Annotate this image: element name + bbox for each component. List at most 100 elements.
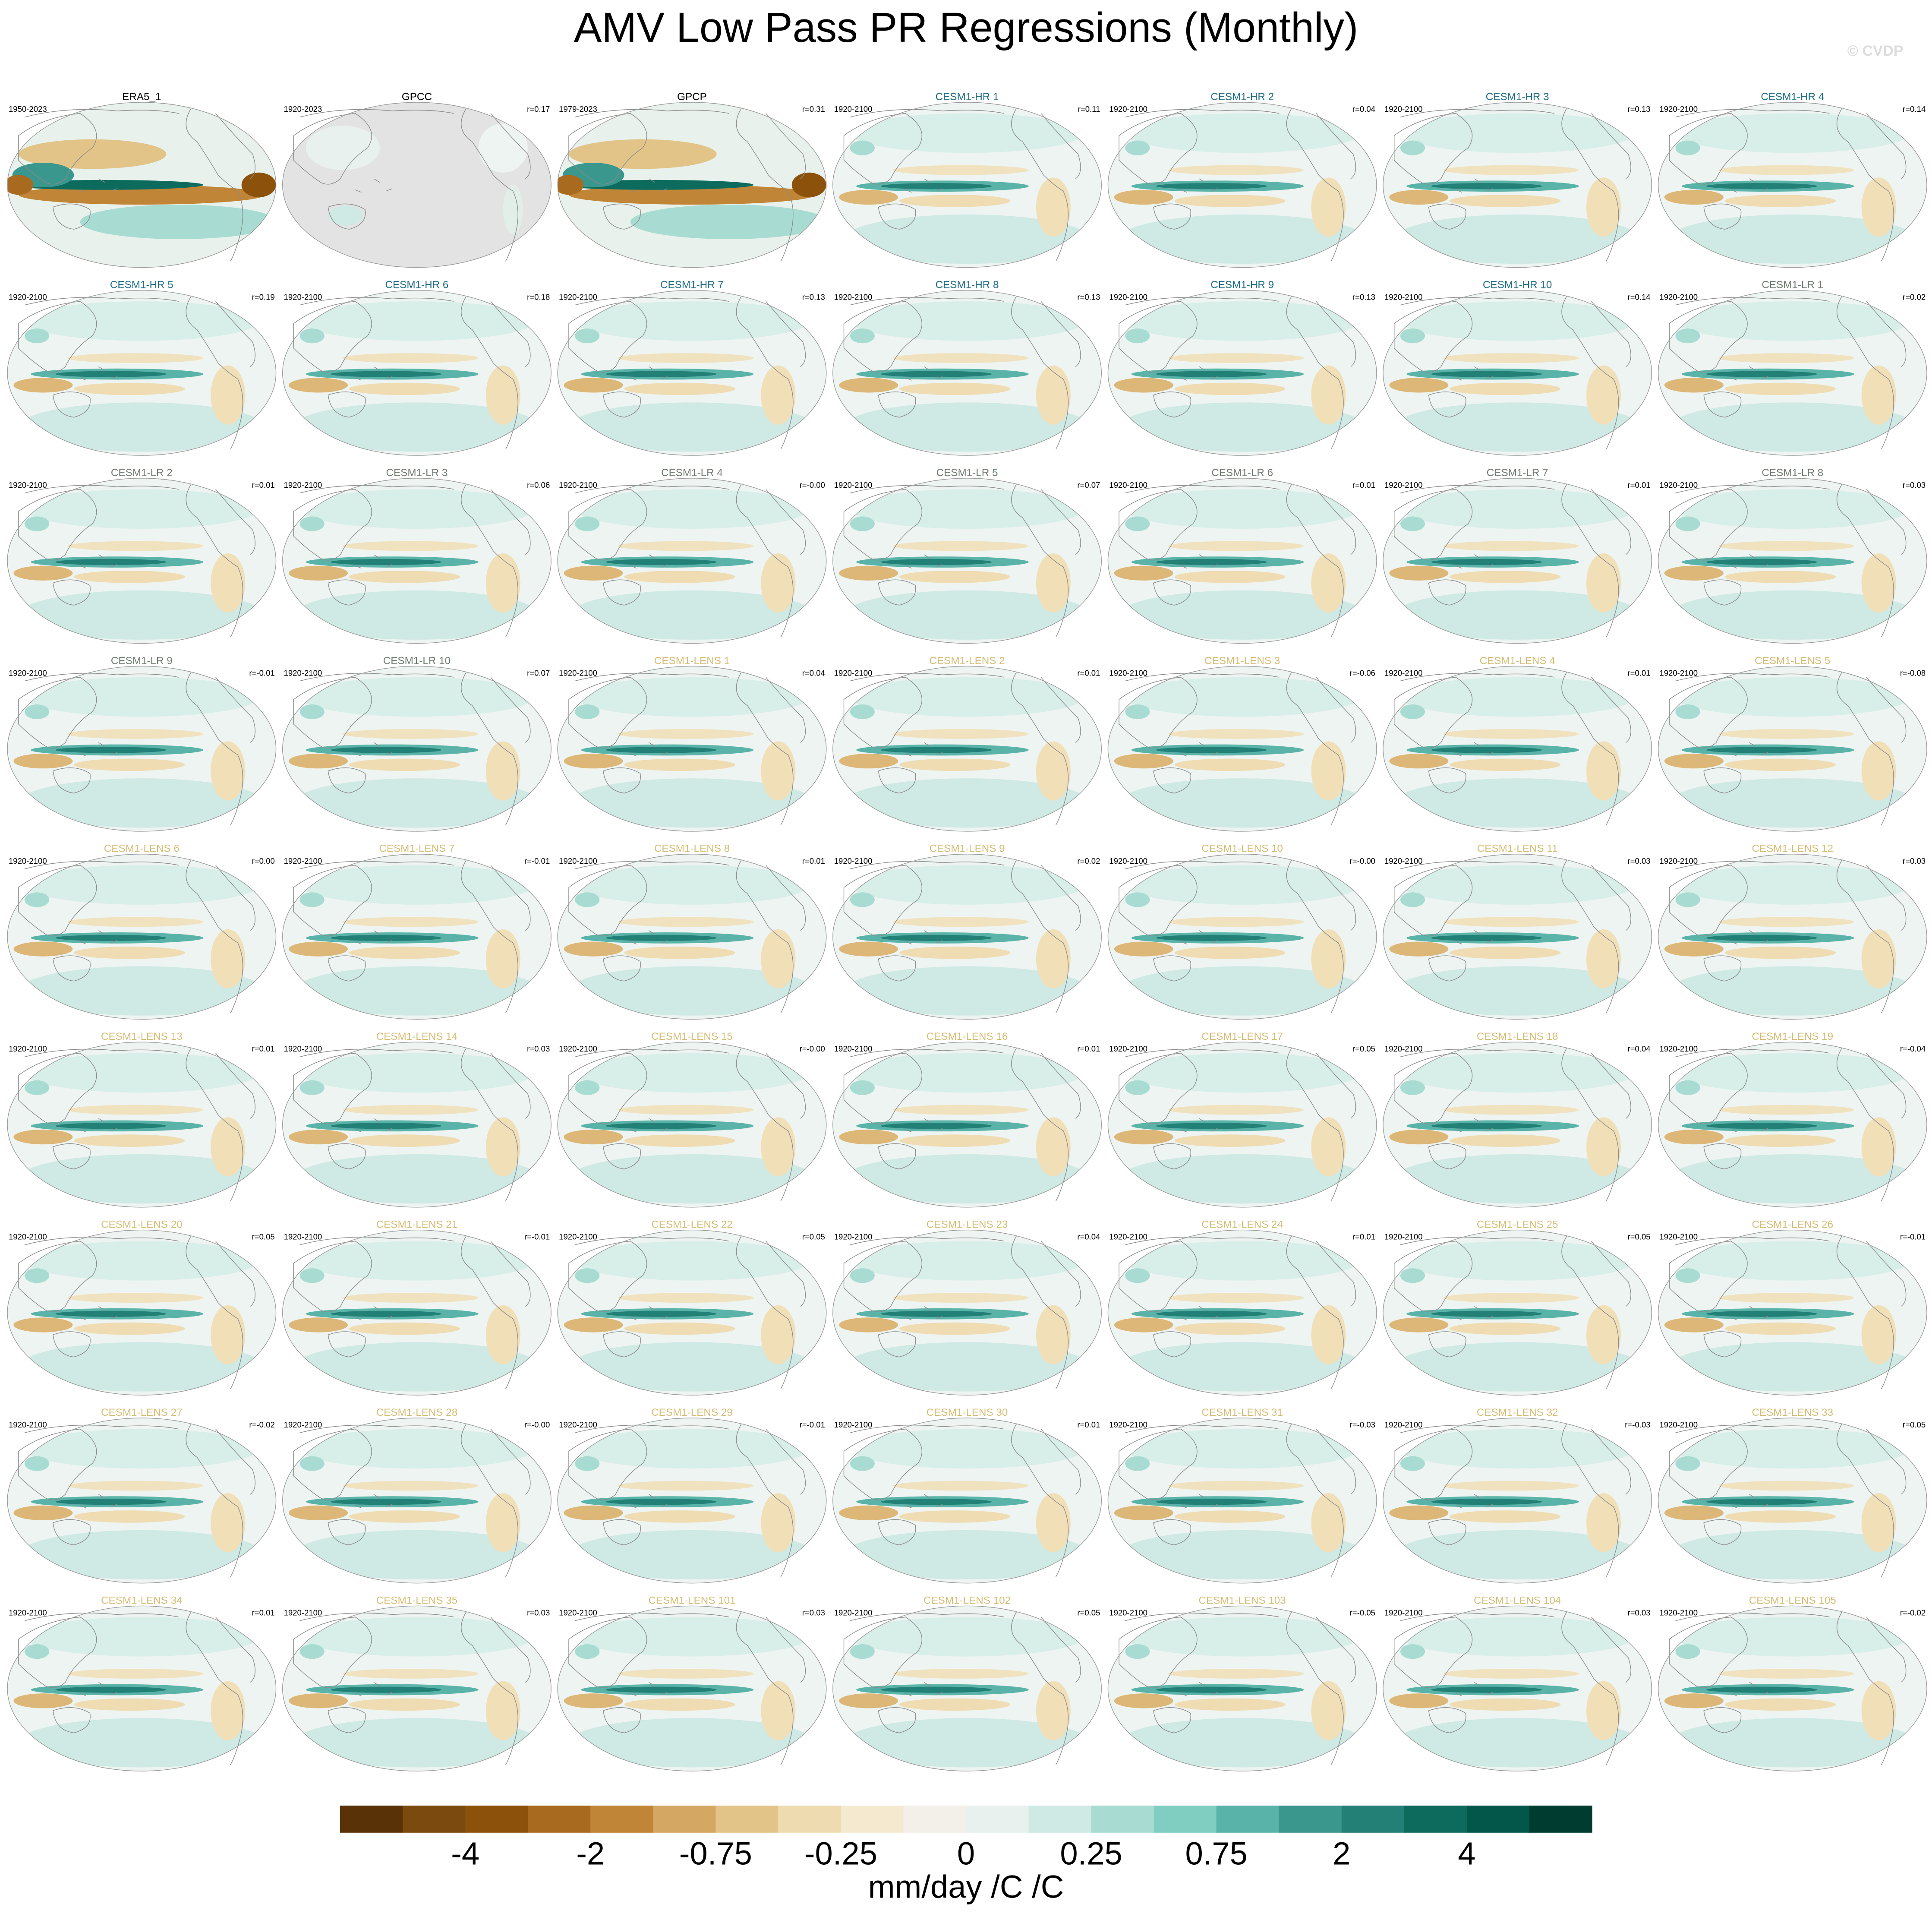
panel-title: CESM1-HR 6 — [385, 279, 448, 291]
map — [1658, 666, 1927, 831]
map — [1108, 1230, 1376, 1396]
map-panel: 1920-2100 CESM1-LENS 101 r=0.03 — [558, 1595, 826, 1771]
panel-r: r=0.06 — [527, 480, 550, 489]
panel-r: r=-0.00 — [800, 1044, 825, 1053]
panel-title: GPCC — [402, 91, 432, 103]
map — [7, 1606, 276, 1771]
panel-period: 1920-2100 — [559, 293, 597, 302]
panel-period: 1920-2100 — [1384, 1420, 1423, 1429]
colorbar-box — [966, 1805, 1029, 1833]
panel-title: CESM1-LENS 28 — [376, 1407, 458, 1418]
map — [1383, 1042, 1651, 1207]
map-panel: 1920-2100 CESM1-LENS 11 r=0.03 — [1383, 843, 1651, 1020]
map — [833, 854, 1101, 1020]
panel-period: 1920-2100 — [9, 1044, 47, 1053]
map-panel: 1920-2100 CESM1-LENS 31 r=-0.03 — [1108, 1407, 1376, 1583]
panel-title: CESM1-LENS 31 — [1201, 1407, 1283, 1418]
panel-title: CESM1-LENS 33 — [1752, 1407, 1833, 1418]
panel-period: 1920-2100 — [834, 668, 873, 677]
panel-period: 1920-2100 — [1384, 480, 1423, 489]
panel-r: r=0.03 — [1627, 1608, 1650, 1617]
panel-title: CESM1-LENS 32 — [1477, 1407, 1558, 1418]
panel-title: CESM1-LENS 8 — [654, 843, 730, 855]
panel-r: r=0.01 — [802, 856, 825, 865]
panel-title: CESM1-LR 7 — [1487, 467, 1548, 479]
panel-period: 1920-2100 — [1109, 1044, 1147, 1053]
map-panel: 1920-2100 CESM1-LENS 19 r=-0.04 — [1658, 1031, 1927, 1207]
panel-title: CESM1-LENS 30 — [927, 1407, 1008, 1418]
panel-title: CESM1-HR 10 — [1483, 279, 1552, 291]
panel-r: r=0.03 — [527, 1608, 550, 1617]
panel-r: r=-0.01 — [524, 1232, 550, 1241]
panel-title: CESM1-LENS 103 — [1199, 1595, 1286, 1606]
colorbar-label: -0.75 — [679, 1836, 752, 1872]
map-panel: 1950-2023 ERA5_1 — [4, 91, 277, 268]
panel-r: r=0.13 — [1627, 104, 1650, 114]
panel-period: 1920-2100 — [9, 668, 47, 677]
map-panel: 1920-2100 CESM1-LENS 9 r=0.02 — [833, 843, 1101, 1020]
panel-period: 1920-2100 — [9, 480, 47, 489]
panel-title: CESM1-HR 5 — [110, 279, 173, 291]
panel-title: CESM1-LR 5 — [936, 467, 998, 479]
map — [283, 1230, 551, 1396]
panel-period: 1920-2100 — [284, 293, 322, 302]
panel-title: CESM1-HR 4 — [1761, 91, 1824, 103]
map — [1108, 1042, 1376, 1207]
panel-period: 1920-2100 — [9, 1420, 47, 1429]
map-panel: 1920-2100 CESM1-LENS 4 r=0.01 — [1383, 655, 1651, 831]
colorbar-box — [1529, 1805, 1592, 1833]
panel-title: CESM1-HR 9 — [1210, 279, 1274, 291]
panel-period: 1920-2100 — [284, 1044, 322, 1053]
panel-r: r=0.03 — [802, 1608, 825, 1617]
panel-period: 1920-2100 — [1659, 856, 1698, 865]
panel-title: CESM1-LENS 15 — [651, 1031, 733, 1042]
watermark: © CVDP — [1847, 43, 1904, 59]
map — [558, 1042, 826, 1207]
panel-r: r=-0.01 — [249, 668, 274, 677]
panel-title: CESM1-HR 2 — [1210, 91, 1274, 103]
panel-r: r=0.18 — [527, 293, 550, 302]
panel-period: 1920-2100 — [1659, 668, 1698, 677]
panel-title: CESM1-LENS 18 — [1477, 1031, 1558, 1042]
panel-r: r=-0.06 — [1350, 668, 1375, 677]
map — [283, 478, 551, 644]
panel-title: CESM1-LENS 4 — [1480, 655, 1555, 666]
panel-period: 1920-2100 — [559, 668, 597, 677]
panel-period: 1920-2100 — [834, 104, 873, 114]
panel-period: 1950-2023 — [9, 104, 47, 114]
map-panel: 1920-2100 CESM1-LENS 104 r=0.03 — [1383, 1595, 1651, 1771]
map — [7, 1230, 276, 1396]
map — [7, 666, 276, 831]
map — [558, 478, 826, 644]
panel-title: CESM1-LENS 1 — [654, 655, 730, 666]
panel-period: 1920-2100 — [9, 293, 47, 302]
map — [833, 290, 1101, 455]
panel-title: CESM1-LENS 17 — [1201, 1031, 1283, 1042]
panel-title: CESM1-LENS 25 — [1477, 1219, 1558, 1231]
panel-title: CESM1-LENS 3 — [1204, 655, 1280, 666]
map-panel: 1920-2100 CESM1-LENS 10 r=-0.00 — [1108, 843, 1376, 1020]
panel-period: 1920-2100 — [284, 1608, 322, 1617]
map — [283, 1042, 551, 1207]
panel-title: ERA5_1 — [122, 91, 161, 103]
panel-period: 1920-2100 — [284, 480, 322, 489]
map-panel: 1920-2100 CESM1-LENS 29 r=-0.01 — [558, 1407, 826, 1583]
map-panel: 1920-2100 CESM1-LENS 33 r=0.05 — [1658, 1407, 1927, 1583]
map — [1108, 1418, 1376, 1583]
panel-title: CESM1-LENS 27 — [101, 1407, 183, 1418]
panel-period: 1979-2023 — [559, 104, 597, 114]
panel-r: r=-0.04 — [1900, 1044, 1926, 1053]
map-panel: 1920-2100 CESM1-LENS 1 r=0.04 — [558, 655, 826, 831]
panel-title: CESM1-LENS 11 — [1477, 843, 1558, 855]
panel-period: 1920-2100 — [1109, 668, 1147, 677]
panel-period: 1920-2023 — [284, 104, 322, 114]
colorbar-box — [1091, 1805, 1154, 1833]
map-panel: 1920-2100 CESM1-LENS 17 r=0.05 — [1108, 1031, 1376, 1207]
panel-title: CESM1-LENS 16 — [927, 1031, 1008, 1042]
panel-r: r=-0.00 — [800, 480, 825, 489]
panel-title: CESM1-LENS 105 — [1749, 1595, 1836, 1606]
panel-r: r=-0.02 — [1900, 1608, 1926, 1617]
panel-title: CESM1-LENS 14 — [376, 1031, 458, 1042]
map-panel: 1979-2023 GPCP r=0.31 — [554, 91, 828, 268]
map-panel: 1920-2100 CESM1-LENS 8 r=0.01 — [558, 843, 826, 1020]
